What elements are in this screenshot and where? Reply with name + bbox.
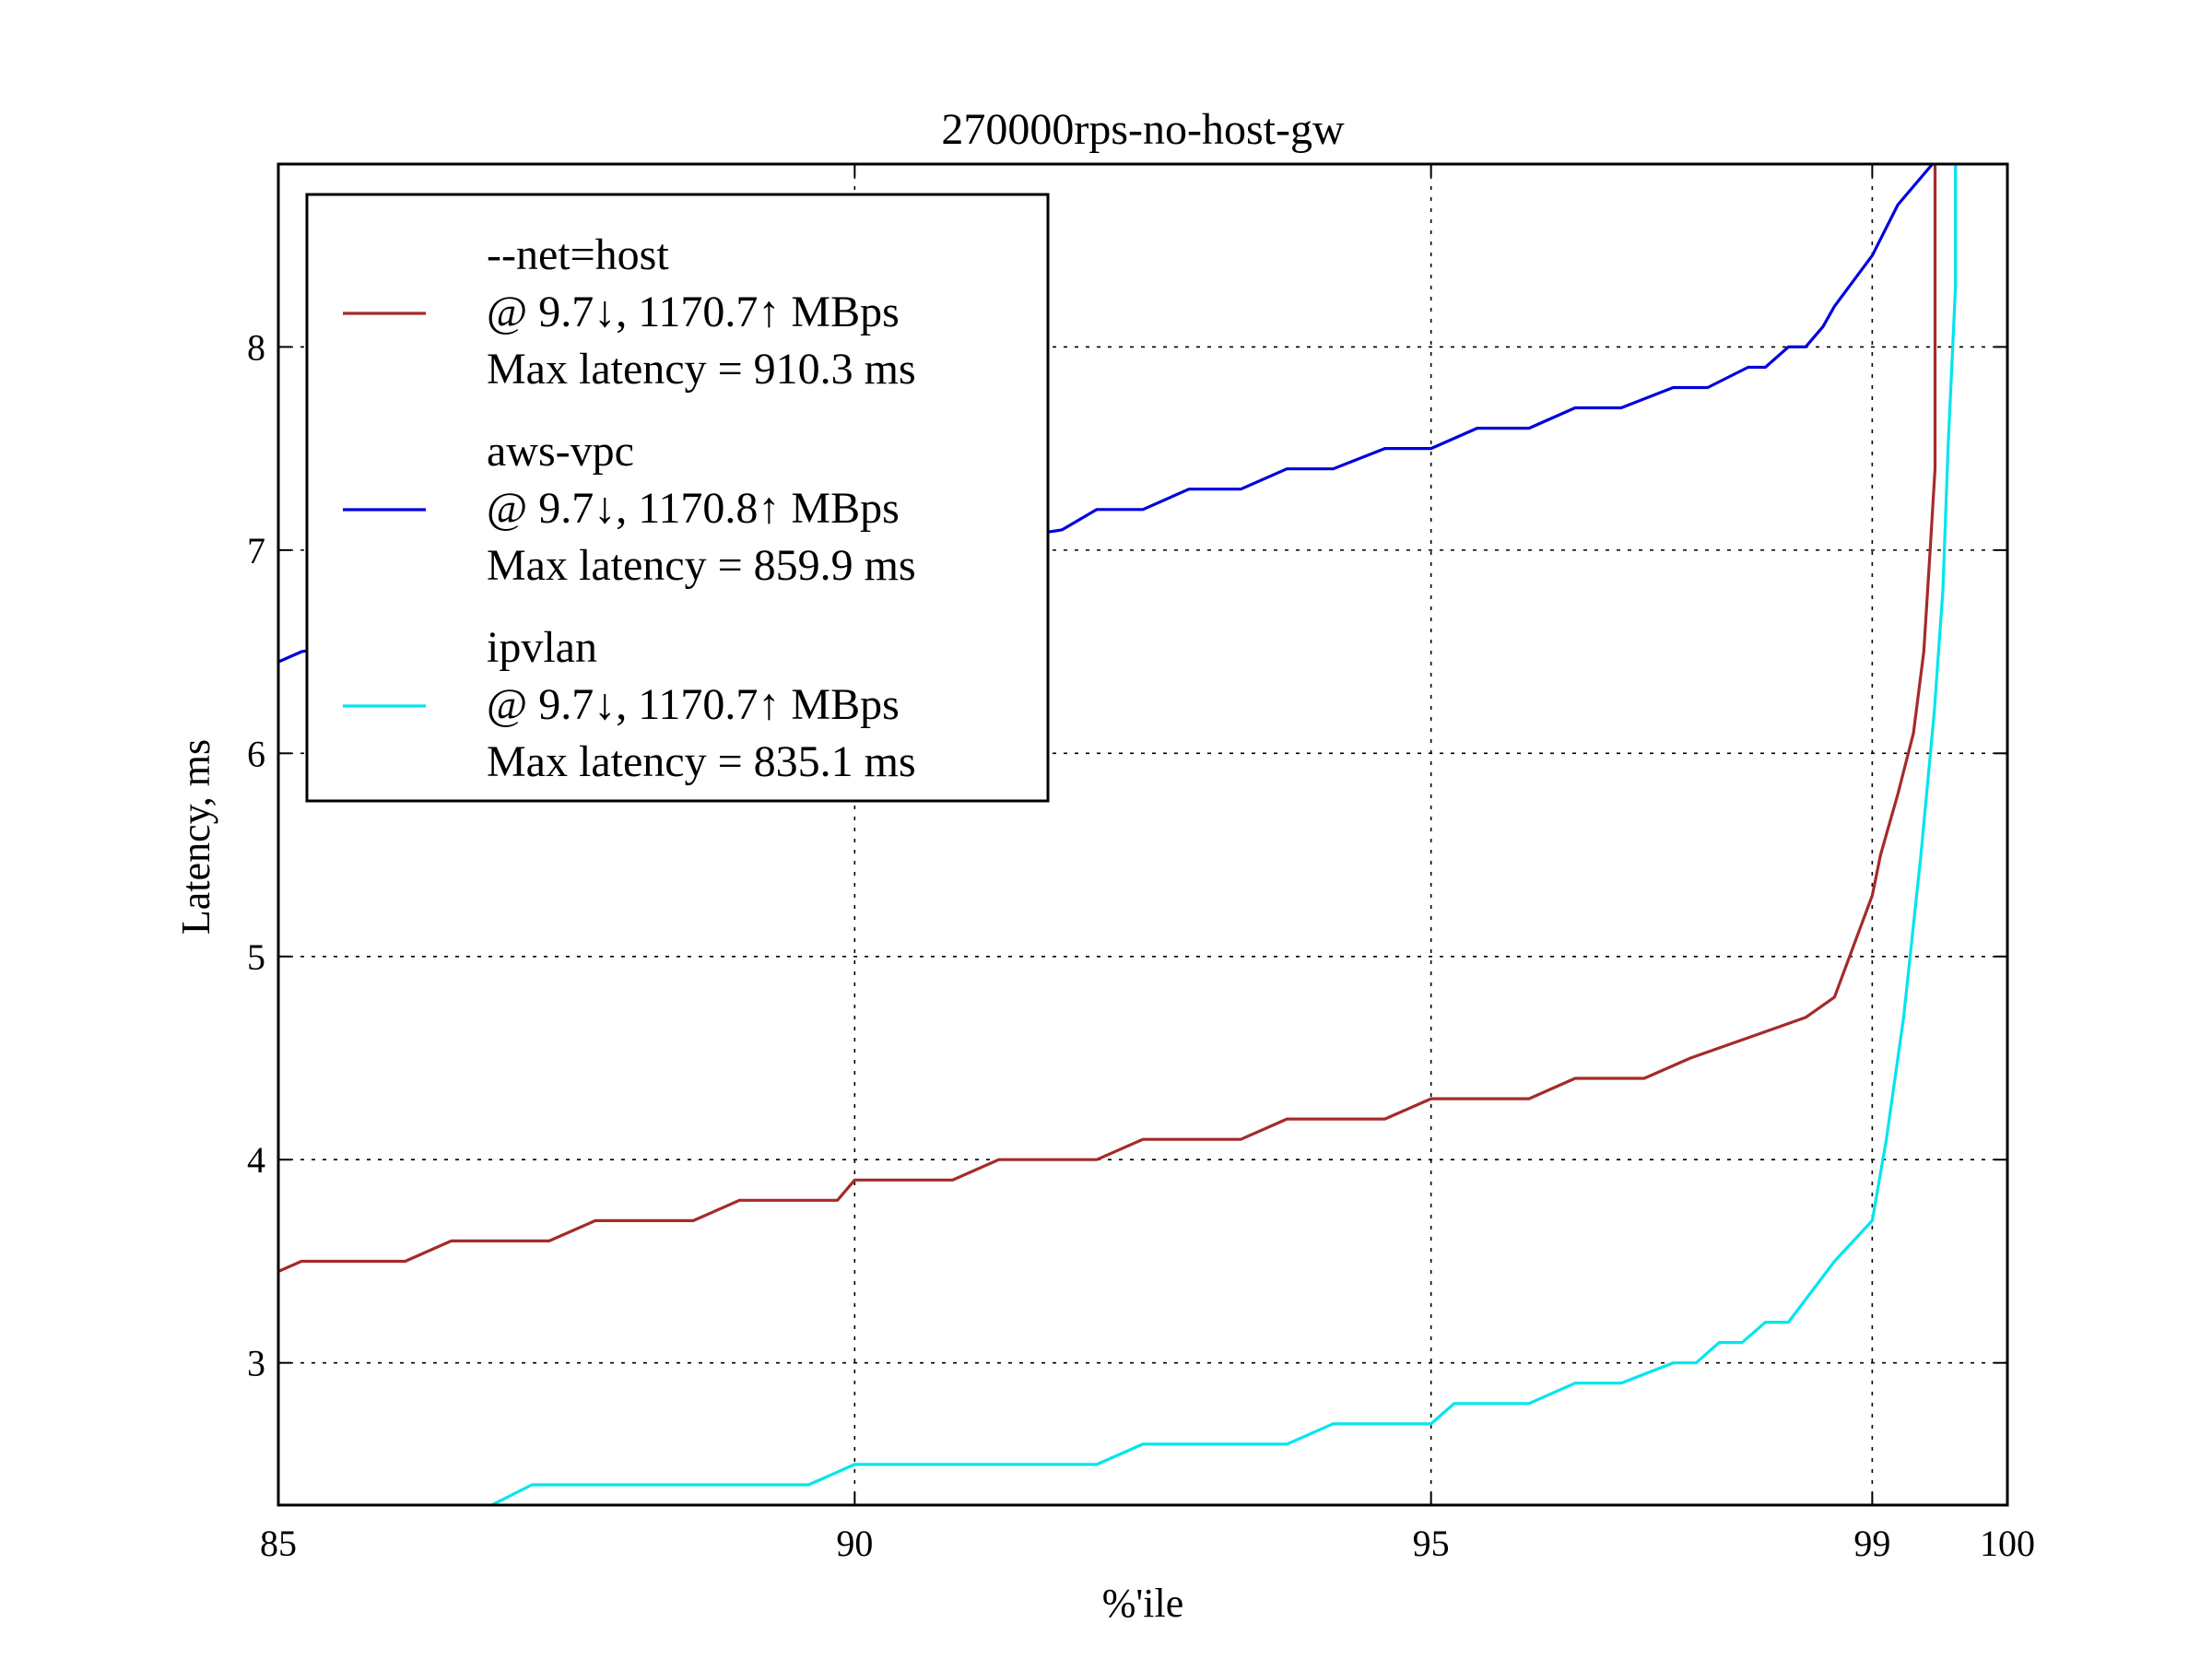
x-axis-label: %'ile (1102, 1581, 1184, 1626)
legend-box (305, 193, 1050, 803)
legend-entry-text: Max latency = 910.3 ms (487, 345, 916, 394)
legend-entry-text: aws-vpc (487, 427, 634, 476)
series-line-aws-vpc (278, 164, 1934, 664)
x-tick-label: 85 (260, 1523, 297, 1564)
legend-entry-text: @ 9.7↓, 1170.7↑ MBps (487, 288, 900, 336)
series-layer (278, 164, 1958, 1505)
axis-ticks: 85 90 95 99 100 3 4 5 6 7 8 (247, 164, 2035, 1564)
legend-entry-text: ipvlan (487, 623, 597, 672)
legend-entry-text: @ 9.7↓, 1170.8↑ MBps (487, 484, 900, 533)
plot-frame (276, 162, 2009, 1507)
series-line-ipvlan (490, 164, 1958, 1505)
legend-entry-text: Max latency = 835.1 ms (487, 737, 916, 786)
chart-title: 270000rps-no-host-gw (941, 105, 1345, 154)
legend-entry-text: Max latency = 859.9 ms (487, 541, 916, 590)
y-tick-label: 3 (247, 1343, 265, 1384)
x-tick-label: 99 (1853, 1523, 1890, 1564)
y-tick-label: 4 (247, 1139, 265, 1181)
y-tick-label: 7 (247, 530, 265, 571)
x-tick-label: 100 (1980, 1523, 2035, 1564)
legend: --net=host @ 9.7↓, 1170.7↑ MBps Max latenc… (305, 193, 1050, 803)
x-tick-label: 90 (836, 1523, 873, 1564)
y-axis-label: Latency, ms (173, 739, 218, 935)
y-tick-label: 6 (247, 733, 265, 774)
legend-entry-text: --net=host (487, 230, 669, 279)
y-tick-label: 8 (247, 326, 265, 368)
legend-entry-text: @ 9.7↓, 1170.7↑ MBps (487, 680, 900, 729)
x-tick-label: 95 (1413, 1523, 1450, 1564)
series-line-net-host (278, 164, 1937, 1273)
y-tick-label: 5 (247, 936, 265, 978)
